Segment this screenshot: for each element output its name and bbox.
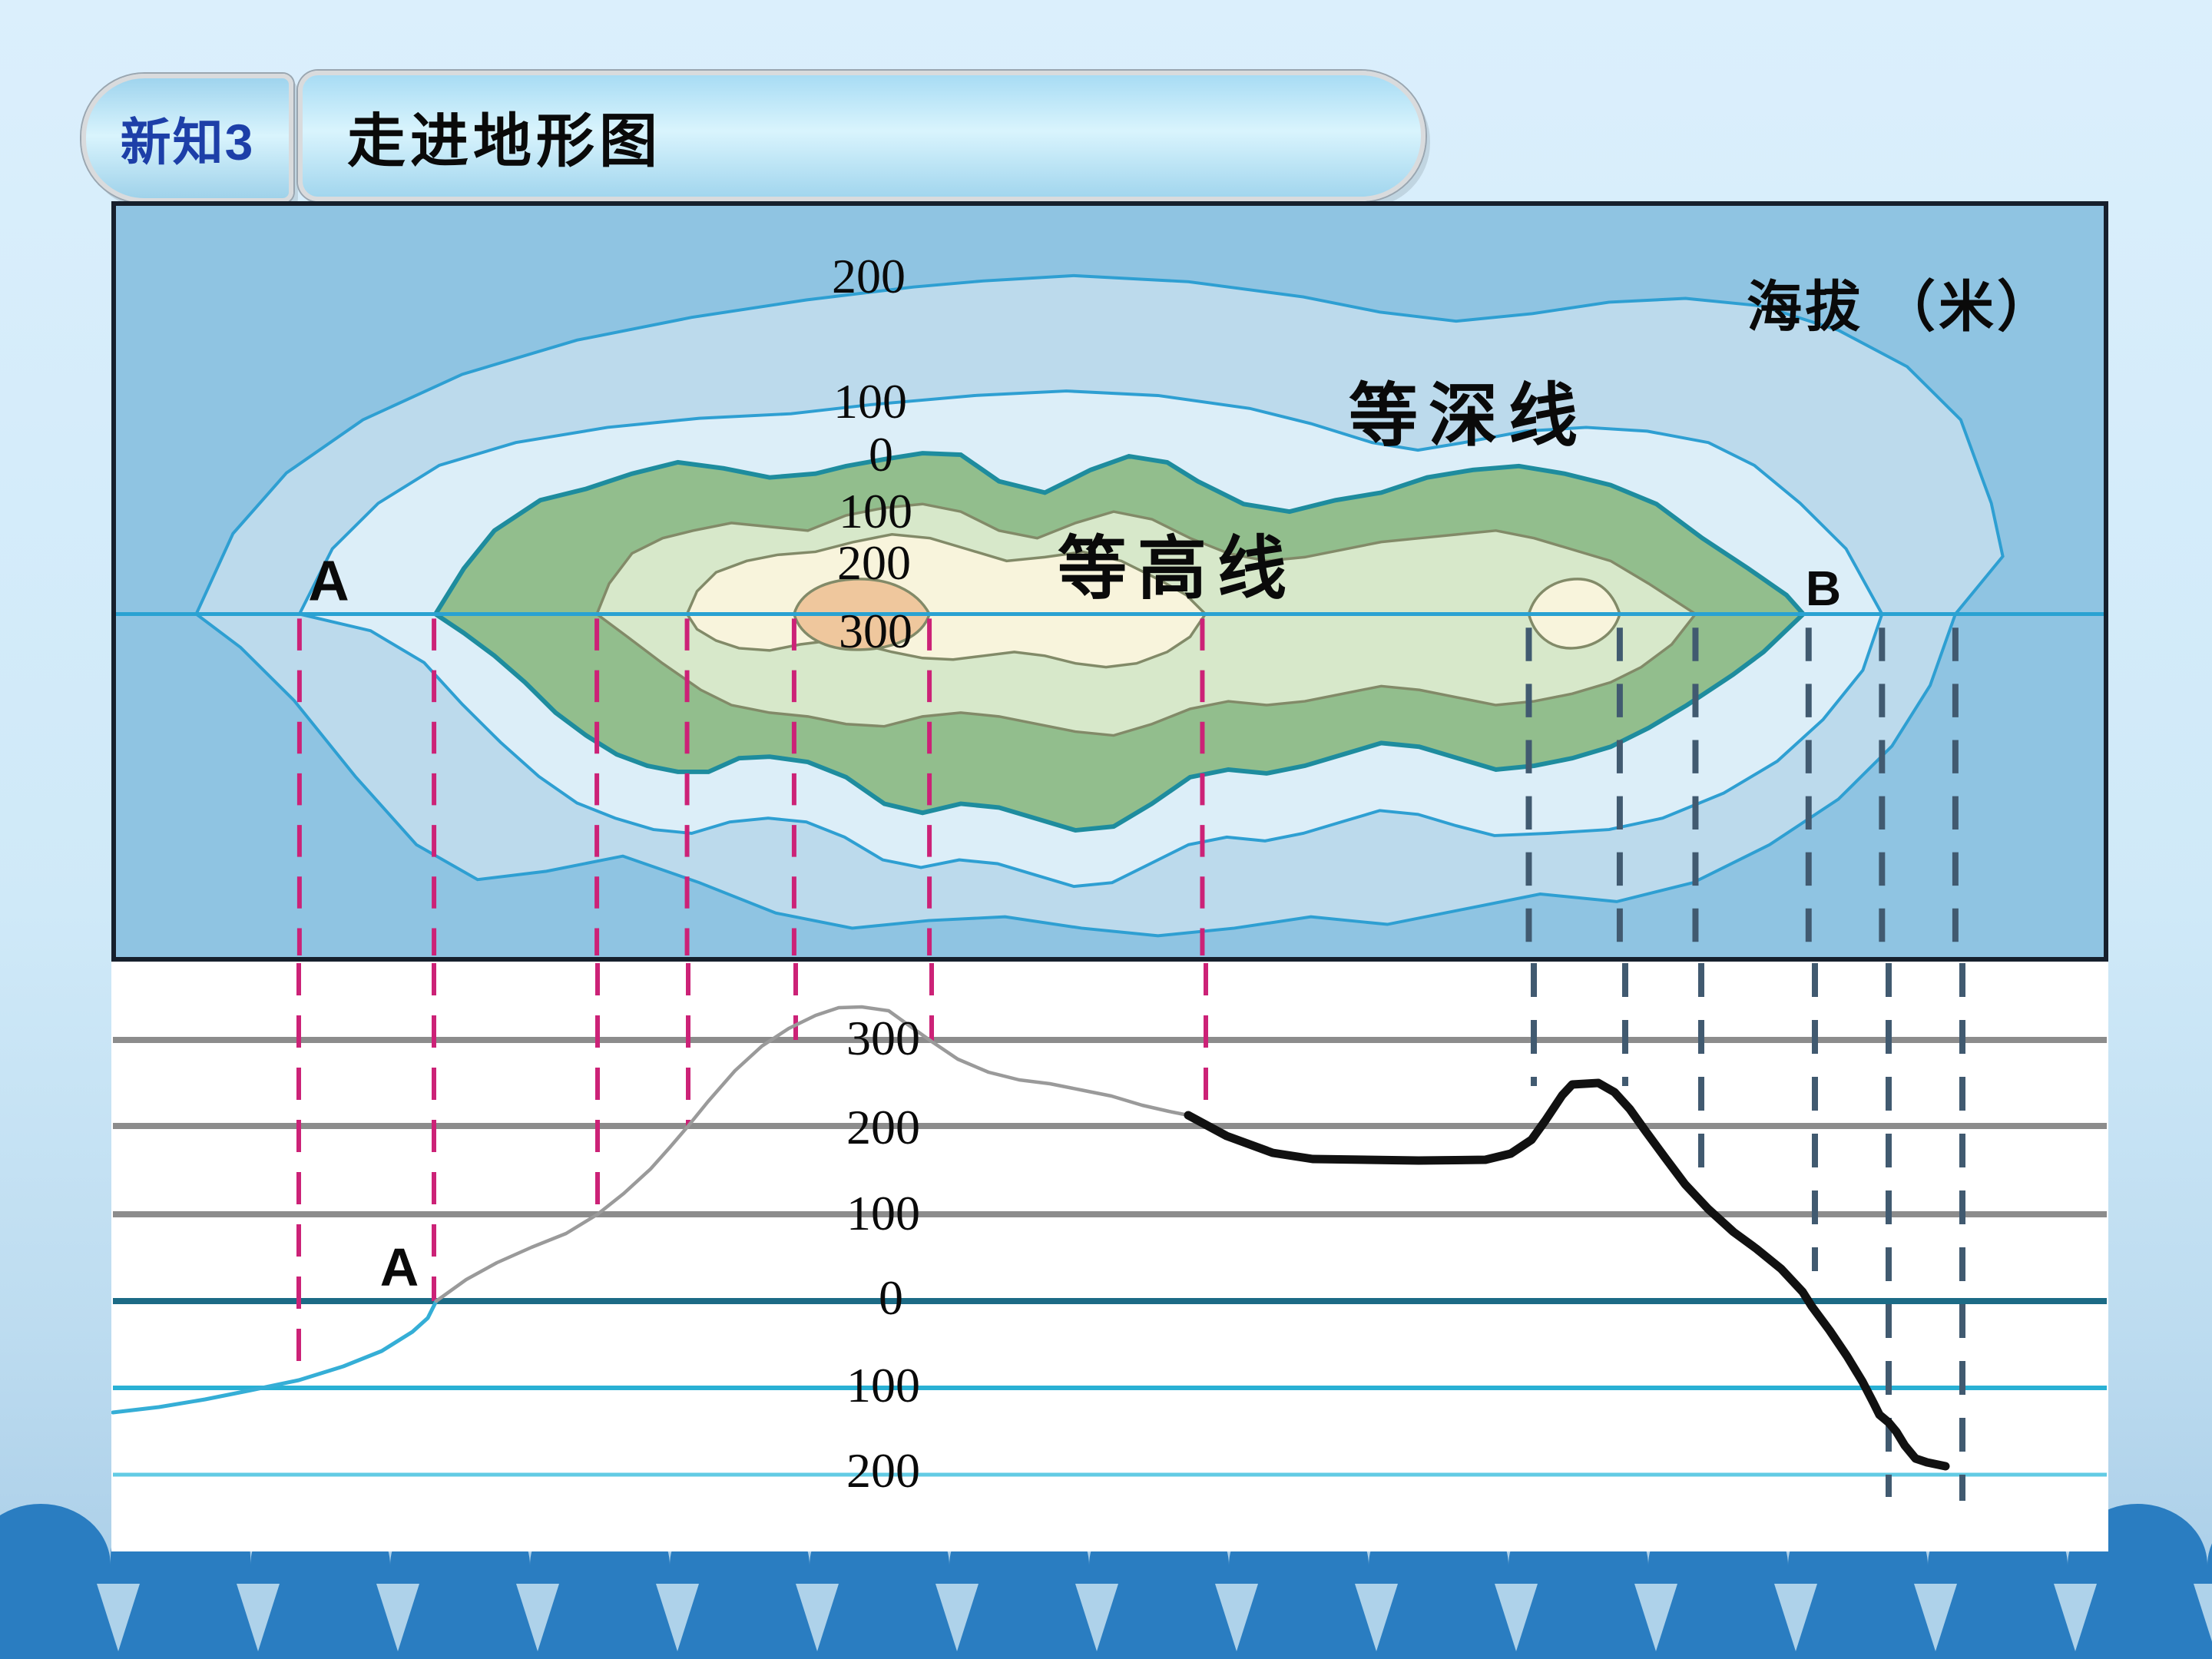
map-point-a-label: A bbox=[308, 548, 349, 613]
profile-given-curve bbox=[434, 1005, 1190, 1303]
map-elevation-label-100: 100 bbox=[839, 484, 912, 538]
profile-label-0: 0 bbox=[879, 1270, 903, 1325]
profile-pink-dashed-lines bbox=[296, 963, 1208, 1380]
footer-notch-row bbox=[0, 1584, 2212, 1659]
contour-label: 等高线 bbox=[1058, 531, 1297, 608]
map-depth-label-100: 100 bbox=[833, 374, 907, 429]
map-elevation-label-200: 200 bbox=[837, 535, 911, 590]
map-depth-label-200: 200 bbox=[832, 249, 906, 303]
profile-answer-curve bbox=[1184, 1078, 1950, 1471]
map-elevation-label-300: 300 bbox=[839, 604, 912, 658]
profile-slate-dashed-lines bbox=[1531, 963, 1965, 1501]
profile-label-300: 300 bbox=[846, 1011, 920, 1065]
profile-label-neg100: 100 bbox=[846, 1358, 920, 1412]
header-badge: 新知3 bbox=[81, 74, 293, 203]
header-title-bar: 走进地形图 bbox=[298, 71, 1426, 201]
profile-label-neg200: 200 bbox=[846, 1443, 920, 1498]
map-point-b-label: B bbox=[1805, 561, 1842, 616]
page-title: 走进地形图 bbox=[347, 109, 662, 174]
profile-point-a-label: A bbox=[379, 1237, 419, 1297]
header-badge-label: 新知3 bbox=[120, 114, 255, 171]
map-pink-dashed-lines bbox=[296, 618, 1205, 956]
elevation-profile bbox=[111, 962, 2108, 1551]
profile-gridlines bbox=[113, 1037, 2107, 1477]
contour-map-drawing bbox=[116, 273, 2104, 956]
elevation-unit-label: 海拔 （米） bbox=[1746, 276, 2056, 339]
isobath-label: 等深线 bbox=[1349, 379, 1588, 455]
map-sea-level-label: 0 bbox=[869, 427, 893, 482]
profile-drawing bbox=[111, 963, 2107, 1501]
profile-label-200: 200 bbox=[846, 1100, 920, 1154]
contour-map bbox=[111, 201, 2108, 962]
seafloor-curve bbox=[111, 1299, 439, 1415]
profile-label-100: 100 bbox=[846, 1186, 920, 1240]
